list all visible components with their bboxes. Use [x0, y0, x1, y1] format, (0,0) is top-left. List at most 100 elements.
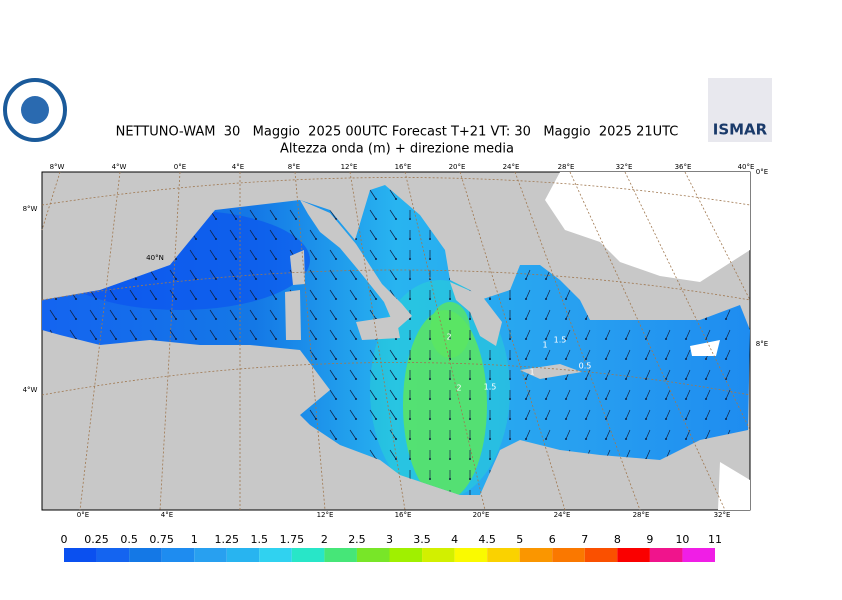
wave-arrow-head — [355, 418, 357, 420]
wave-arrow — [725, 369, 731, 380]
wave-arrow-head — [355, 298, 357, 300]
wave-arrow-head — [215, 318, 217, 320]
wave-arrow-head — [335, 378, 337, 380]
wave-arrow — [289, 209, 297, 220]
wave-arrow-head — [605, 438, 607, 440]
wave-arrow — [725, 309, 731, 320]
lon-label: 20°E — [473, 511, 490, 519]
wave-arrow — [269, 229, 277, 240]
wave-arrow-head — [429, 418, 431, 420]
wave-arrow-head — [395, 458, 397, 460]
wave-arrow-head — [155, 298, 157, 300]
wave-arrow — [329, 309, 337, 320]
wave-arrow-head — [565, 418, 567, 420]
wave-arrow-head — [409, 378, 411, 380]
color-box — [259, 548, 292, 562]
wave-high — [403, 310, 487, 495]
wave-arrow-head — [509, 438, 511, 440]
wave-arrow-head — [275, 258, 277, 260]
wave-arrow-head — [449, 398, 451, 400]
wave-arrow-head — [469, 378, 471, 380]
lon-label: 28°E — [633, 511, 650, 519]
wave-arrow-head — [135, 298, 137, 300]
wave-arrow-head — [625, 358, 627, 360]
color-box — [487, 548, 520, 562]
wave-arrow-head — [95, 318, 97, 320]
side-label: 8°W — [23, 205, 38, 213]
wave-arrow-head — [489, 398, 491, 400]
lon-label: 40°E — [738, 163, 755, 171]
wave-arrow-head — [685, 338, 687, 340]
wave-arrow-head — [215, 238, 217, 240]
subtitle: Altezza onda (m) + direzione media — [280, 142, 514, 157]
wave-arrow — [329, 409, 337, 420]
wave-arrow — [389, 229, 397, 240]
wave-arrow-head — [255, 218, 257, 220]
wave-arrow-head — [395, 338, 397, 340]
wave-arrow-head — [395, 378, 397, 380]
wave-arrow — [209, 229, 217, 240]
wave-arrow — [585, 369, 591, 380]
wave-arrow-head — [395, 418, 397, 420]
wave-arrow — [329, 209, 337, 220]
wave-arrow — [349, 329, 357, 340]
wave-arrow-head — [355, 238, 357, 240]
wave-arrow-head — [429, 258, 431, 260]
wave-arrow-head — [409, 238, 411, 240]
wave-arrow-head — [409, 278, 411, 280]
wave-arrow-head — [585, 418, 587, 420]
wave-arrow — [369, 409, 377, 420]
wave-arrow-head — [315, 318, 317, 320]
wave-arrow-head — [115, 338, 117, 340]
wave-arrow — [369, 209, 377, 220]
wave-arrow — [329, 369, 337, 380]
lon-label: 0°E — [174, 163, 186, 171]
wave-arrow — [389, 209, 397, 220]
colorbar-label: 1.5 — [251, 533, 269, 546]
wave-arrow-head — [135, 278, 137, 280]
wave-arrow — [625, 409, 631, 420]
wave-arrow — [69, 329, 77, 340]
wave-arrow-head — [685, 398, 687, 400]
wave-arrow — [189, 309, 197, 320]
wave-arrow-head — [375, 258, 377, 260]
wave-arrow-head — [95, 298, 97, 300]
wave-arrow-head — [449, 478, 451, 480]
wave-arrow-head — [255, 298, 257, 300]
lon-label: 4°W — [112, 163, 127, 171]
wave-arrow-head — [525, 358, 527, 360]
wave-arrow — [329, 349, 337, 360]
wave-arrow-head — [585, 398, 587, 400]
wave-arrow-head — [545, 338, 547, 340]
wave-arrow-head — [115, 318, 117, 320]
wave-arrow-head — [605, 358, 607, 360]
wave-arrow-head — [429, 358, 431, 360]
wave-arrow — [625, 429, 631, 440]
wave-arrow-head — [605, 338, 607, 340]
wave-arrow-head — [449, 298, 451, 300]
corsica — [290, 250, 305, 285]
wave-arrow-head — [195, 298, 197, 300]
wave-arrow — [269, 309, 277, 320]
wave-arrow-head — [429, 378, 431, 380]
wave-arrow-head — [315, 298, 317, 300]
wave-arrow-head — [355, 378, 357, 380]
wave-arrow-head — [195, 278, 197, 280]
italy — [300, 200, 412, 330]
wave-arrow — [545, 429, 551, 440]
wave-arrow — [605, 369, 611, 380]
wave-arrow — [89, 329, 97, 340]
wave-arrow — [109, 289, 117, 300]
wave-arrow — [585, 409, 591, 420]
wave-arrow-head — [685, 358, 687, 360]
wave-arrow-head — [75, 318, 77, 320]
wave-arrow — [129, 329, 137, 340]
wave-arrow — [329, 329, 337, 340]
wave-arrow-head — [335, 258, 337, 260]
logo-left — [21, 96, 49, 124]
wave-arrow-head — [75, 298, 77, 300]
wave-arrow — [525, 429, 531, 440]
color-box — [682, 548, 715, 562]
lon-label: 20°E — [449, 163, 466, 171]
wave-arrow — [369, 369, 377, 380]
